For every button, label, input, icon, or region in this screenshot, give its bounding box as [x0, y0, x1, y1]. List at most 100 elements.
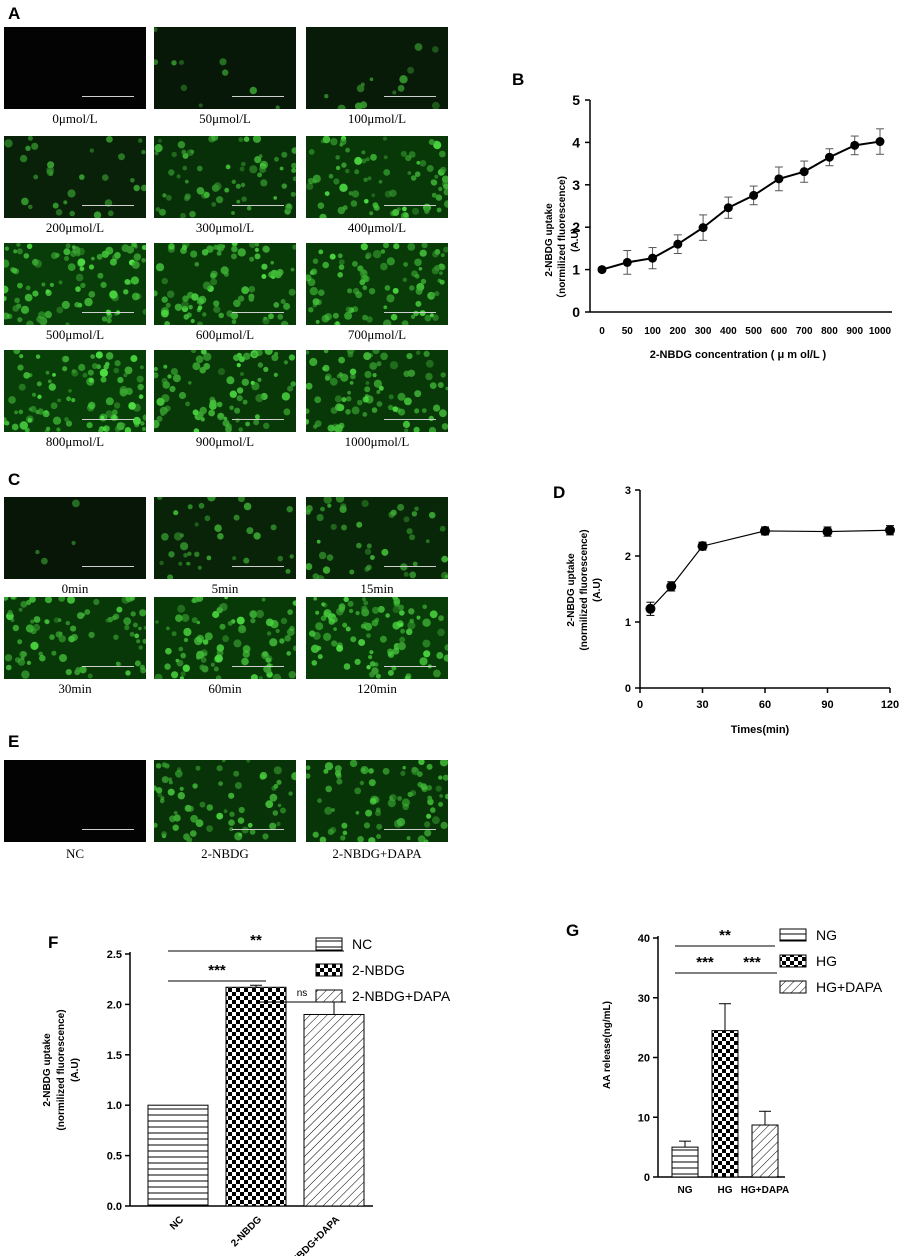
chart-b-ylabel-2: （normilized fluorescence): [555, 176, 568, 304]
chart-b-point: [749, 190, 759, 200]
chart-g-legend-label-0: NG: [816, 927, 837, 943]
chart-d-xtick-label: 30: [696, 699, 708, 711]
scale-bar: [82, 205, 134, 206]
chart-f-bar-1: [225, 986, 287, 1207]
chart-d-point: [822, 526, 833, 537]
caption-a-5: 400μmol/L: [347, 220, 407, 235]
caption-c-5: 120min: [357, 681, 397, 696]
caption-c-1: 5min: [211, 581, 239, 596]
micrograph-a-6: [4, 243, 146, 325]
chart-b-ylabel-1: 2-NBDG uptake: [544, 203, 555, 277]
micrograph-a-8: [306, 243, 448, 325]
scale-bar: [82, 666, 134, 667]
chart-b-ytick-label: 3: [572, 177, 580, 193]
chart-g-ytick-label: 40: [638, 933, 650, 945]
caption-c-3: 30min: [58, 681, 92, 696]
scale-bar: [384, 829, 436, 830]
chart-b-point: [673, 239, 683, 249]
chart-b-point: [875, 137, 885, 147]
chart-g-ylabel: AA release(ng/mL): [602, 1001, 613, 1089]
scale-bar: [232, 566, 284, 567]
micrograph-e-1: [154, 760, 296, 842]
chart-g-bar-2: [751, 1124, 779, 1178]
chart-f: 2-NBDG uptake (normilized fluorescence) …: [42, 932, 451, 1256]
chart-b-series-line: [601, 140, 881, 271]
chart-b-ylabel-3: (A.U): [570, 228, 581, 252]
chart-f-legend-label-0: NC: [352, 936, 372, 952]
chart-b-ytick-label: 4: [572, 134, 580, 150]
caption-e-0: NC: [65, 846, 85, 861]
chart-f-ylabel-1: 2-NBDG uptake: [42, 1033, 53, 1107]
chart-g-legend-swatch-0: [779, 928, 807, 942]
chart-b-xtick-label: 100: [644, 326, 661, 337]
chart-f-ytick-label: 1.5: [107, 1050, 122, 1062]
caption-a-3: 200μmol/L: [45, 220, 105, 235]
chart-d-xlabel: Times(min): [731, 724, 790, 736]
chart-f-ytick-label: 0.0: [107, 1201, 122, 1213]
chart-f-category-label: 2-NBDG: [229, 1214, 264, 1249]
chart-d-ytick-label: 0: [625, 683, 631, 695]
micrograph-a-11: [306, 350, 448, 432]
caption-a-2: 100μmol/L: [347, 111, 407, 126]
chart-f-ytick-label: 2.5: [107, 949, 122, 961]
scale-bar: [82, 829, 134, 830]
chart-b-xtick-label: 500: [745, 326, 762, 337]
caption-e-2: 2-NBDG+DAPA: [332, 846, 422, 861]
scale-bar: [232, 96, 284, 97]
chart-f-ylabel-2: (normilized fluorescence): [56, 1009, 67, 1130]
chart-b-ytick-label: 0: [572, 304, 580, 320]
chart-f-category-label: 2-NBDG+DAPA: [284, 1214, 343, 1256]
chart-b-xtick-label: 0: [599, 326, 605, 337]
chart-f-bar-2: [303, 1013, 365, 1207]
chart-b-point: [698, 223, 708, 233]
chart-b-xtick-label: 400: [720, 326, 737, 337]
caption-c-0: 0min: [61, 581, 89, 596]
caption-a-4: 300μmol/L: [195, 220, 255, 235]
micrograph-e-2: [306, 760, 448, 842]
caption-a-10: 900μmol/L: [195, 434, 255, 449]
chart-b-point: [648, 253, 658, 263]
chart-f-sig-right: ns: [297, 988, 308, 999]
chart-b-xtick-label: 800: [821, 326, 838, 337]
caption-c-2: 15min: [360, 581, 394, 596]
chart-f-legend-swatch-1: [315, 963, 343, 977]
chart-g-ytick-label: 0: [644, 1172, 650, 1184]
micrograph-a-10: [154, 350, 296, 432]
chart-g-legend-swatch-1: [779, 954, 807, 968]
chart-d-ytick-label: 2: [625, 551, 631, 563]
chart-d-series-line: [649, 529, 891, 610]
scale-bar: [232, 666, 284, 667]
chart-g-ytick-label: 10: [638, 1112, 650, 1124]
scale-bar: [232, 205, 284, 206]
chart-g: AA release(ng/mL) 0 10 20 30 40 NG HG HG+DAPA **…: [602, 927, 883, 1196]
scale-bar: [384, 205, 436, 206]
chart-g-sig-top: **: [719, 927, 731, 944]
chart-g-bar-0: [671, 1146, 699, 1178]
chart-g-category-label: HG: [718, 1185, 733, 1196]
chart-f-legend-swatch-0: [315, 937, 343, 951]
caption-e-1: 2-NBDG: [201, 846, 249, 861]
scale-bar: [82, 96, 134, 97]
micrograph-a-2: [306, 27, 448, 109]
chart-f-ytick-label: 0.5: [107, 1151, 122, 1163]
chart-g-bar-1: [711, 1030, 739, 1178]
scale-bar: [232, 312, 284, 313]
chart-b: 2-NBDG uptake （normilized fluorescence) …: [544, 92, 892, 361]
chart-f-legend-label-2: 2-NBDG+DAPA: [352, 988, 451, 1004]
micrograph-a-1: [154, 27, 296, 109]
chart-d-ylabel-1: 2-NBDG uptake: [566, 553, 577, 627]
caption-c-4: 60min: [208, 681, 242, 696]
panel-letter-a: A: [8, 4, 21, 23]
panel-letter-c: C: [8, 470, 21, 489]
chart-b-point: [597, 265, 607, 275]
chart-f-ytick-label: 2.0: [107, 999, 122, 1011]
scale-bar: [384, 666, 436, 667]
chart-d-point: [666, 581, 677, 592]
scale-bar: [232, 829, 284, 830]
micrograph-a-0: [4, 27, 146, 109]
caption-a-7: 600μmol/L: [195, 327, 255, 342]
micrograph-c-4: [154, 597, 296, 679]
chart-b-point: [774, 174, 784, 184]
chart-f-category-label: NC: [168, 1214, 186, 1232]
scale-bar: [384, 96, 436, 97]
